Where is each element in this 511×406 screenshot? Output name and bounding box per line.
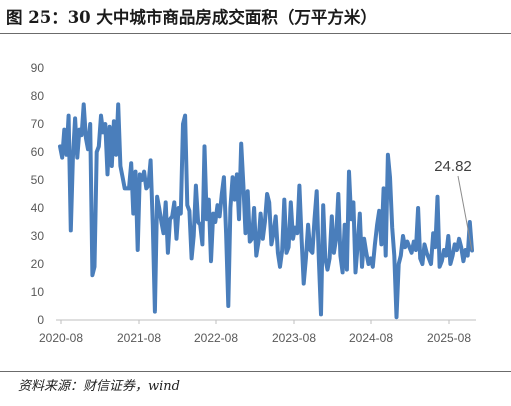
title-divider	[0, 33, 511, 34]
x-axis-tick-labels: 2020-08 2021-08 2022-08 2023-08 2024-08 2025-…	[39, 331, 471, 345]
y-tick-label: 0	[37, 313, 44, 327]
y-tick-label: 40	[31, 201, 45, 215]
source-note: 资料来源：财信证券，wind	[18, 379, 180, 394]
x-tick-label: 2022-08	[194, 331, 238, 345]
source-divider	[0, 371, 511, 372]
chart-title: 图 25：30 大中城市商品房成交面积（万平方米）	[6, 8, 377, 27]
y-tick-label: 60	[31, 145, 45, 159]
callout-label: 24.82	[434, 158, 472, 175]
y-tick-label: 30	[31, 229, 45, 243]
y-tick-label: 50	[31, 173, 45, 187]
callout-leader-line	[457, 175, 473, 251]
y-tick-label: 90	[31, 61, 45, 75]
x-tick-label: 2025-08	[427, 331, 471, 345]
x-tick-label: 2024-08	[349, 331, 393, 345]
x-axis-tick-marks	[60, 320, 450, 324]
y-axis-tick-labels: 0 10 20 30 40 50 60 70 80 90	[31, 61, 45, 327]
y-tick-label: 70	[31, 117, 45, 131]
x-tick-label: 2021-08	[117, 331, 161, 345]
series-line	[58, 102, 474, 320]
line-chart: 0 10 20 30 40 50 60 70 80 90 2020-08 2021-08 2022-0…	[31, 61, 476, 345]
y-tick-label: 80	[31, 89, 45, 103]
y-tick-label: 20	[31, 257, 45, 271]
x-tick-label: 2023-08	[272, 331, 316, 345]
y-tick-label: 10	[31, 285, 45, 299]
x-tick-label: 2020-08	[39, 331, 83, 345]
